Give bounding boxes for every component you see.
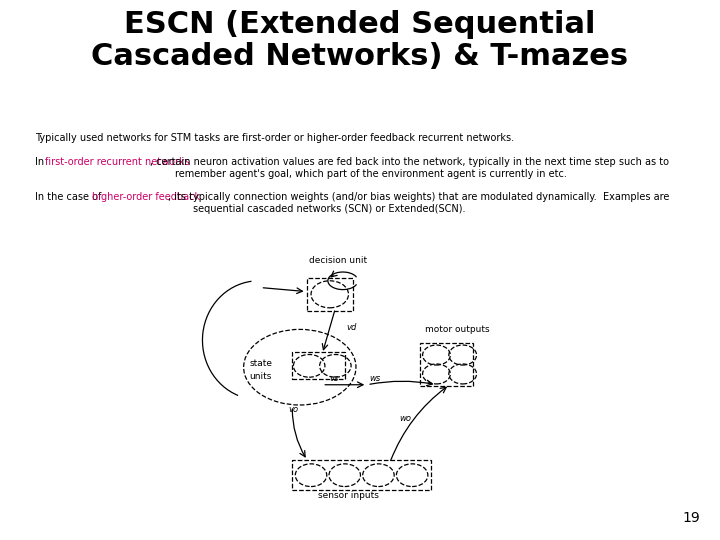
Text: ws: ws: [369, 374, 380, 383]
Bar: [307, 278, 353, 311]
Text: vd: vd: [346, 323, 357, 332]
Text: vo: vo: [289, 405, 299, 414]
Text: ESCN (Extended Sequential
Cascaded Networks) & T-mazes: ESCN (Extended Sequential Cascaded Netwo…: [91, 10, 629, 71]
Text: vs: vs: [330, 374, 339, 383]
Text: , certain neuron activation values are fed back into the network, typically in t: , certain neuron activation values are f…: [150, 157, 669, 179]
Text: state: state: [249, 359, 272, 368]
Text: In: In: [35, 157, 48, 167]
Bar: [420, 343, 473, 386]
Bar: [292, 460, 431, 490]
Text: 19: 19: [683, 511, 700, 525]
Bar: [292, 352, 345, 379]
Text: Typically used networks for STM tasks are first-order or higher-order feedback r: Typically used networks for STM tasks ar…: [35, 133, 514, 143]
Text: higher-order feedback: higher-order feedback: [92, 192, 200, 202]
Text: sensor inputs: sensor inputs: [318, 491, 379, 500]
Text: units: units: [249, 373, 271, 381]
Text: In the case of: In the case of: [35, 192, 104, 202]
Text: wo: wo: [399, 414, 411, 423]
Text: first-order recurrent networks: first-order recurrent networks: [45, 157, 190, 167]
Text: decision unit: decision unit: [309, 256, 367, 265]
Text: motor outputs: motor outputs: [426, 325, 490, 334]
Text: , its typically connection weights (and/or bias weights) that are modulated dyna: , its typically connection weights (and/…: [168, 192, 670, 214]
